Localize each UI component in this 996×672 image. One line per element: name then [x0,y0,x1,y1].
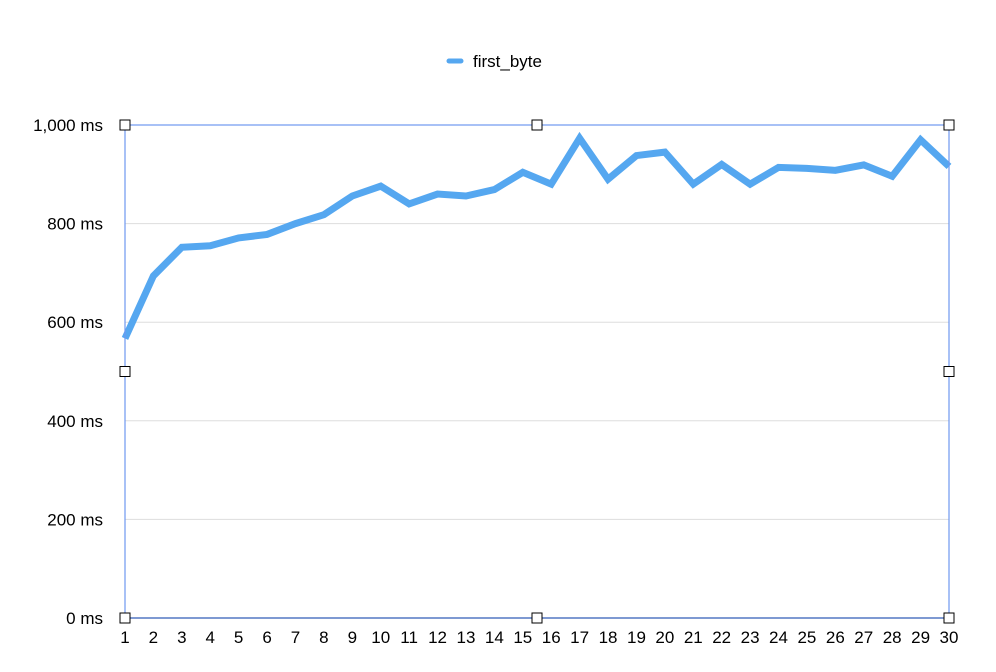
x-tick-label: 4 [206,628,215,647]
y-tick-label: 0 ms [66,609,103,628]
resize-handle[interactable] [531,612,543,624]
x-tick-label: 30 [940,628,959,647]
x-tick-label: 28 [883,628,902,647]
resize-handle[interactable] [943,119,955,131]
x-tick-label: 27 [854,628,873,647]
y-tick-label: 800 ms [47,215,103,234]
x-tick-label: 9 [348,628,357,647]
x-tick-label: 29 [911,628,930,647]
y-tick-label: 200 ms [47,510,103,529]
x-tick-label: 18 [599,628,618,647]
x-tick-label: 12 [428,628,447,647]
x-tick-label: 20 [655,628,674,647]
x-axis-tick-labels: 1 2 3 4 5 6 7 8 9 10 11 12 13 14 15 16 17 18 19 20 21 22 23 24 2… [120,628,958,647]
y-axis-tick-labels: 0 ms 200 ms 400 ms 600 ms 800 ms 1,000 ms [33,116,103,628]
x-tick-label: 21 [684,628,703,647]
resize-handle[interactable] [531,119,543,131]
x-tick-label: 17 [570,628,589,647]
x-tick-label: 23 [741,628,760,647]
x-tick-label: 22 [712,628,731,647]
x-tick-label: 3 [177,628,186,647]
legend: first_byte [446,52,542,71]
x-tick-label: 10 [371,628,390,647]
y-tick-label: 600 ms [47,313,103,332]
x-tick-label: 19 [627,628,646,647]
resize-handle[interactable] [943,366,955,377]
y-tick-label: 1,000 ms [33,116,103,135]
x-tick-label: 7 [291,628,300,647]
selection-border [124,124,950,619]
x-tick-label: 15 [513,628,532,647]
resize-handle[interactable] [943,612,955,624]
x-tick-label: 24 [769,628,788,647]
gridlines [125,124,949,619]
resize-handle[interactable] [119,119,131,131]
resize-handle[interactable] [119,612,131,624]
x-tick-label: 11 [400,628,418,647]
series-line-first-byte [121,131,952,340]
legend-label-first-byte: first_byte [473,52,542,71]
x-tick-label: 25 [797,628,816,647]
x-tick-label: 16 [542,628,561,647]
x-tick-label: 26 [826,628,845,647]
selection-frame[interactable] [119,119,955,624]
x-tick-label: 8 [319,628,328,647]
x-tick-label: 2 [149,628,158,647]
series-layer [121,131,952,340]
x-tick-label: 13 [457,628,476,647]
x-tick-label: 1 [120,628,129,647]
y-tick-label: 400 ms [47,412,103,431]
resize-handle[interactable] [119,366,131,377]
x-tick-label: 14 [485,628,504,647]
x-tick-label: 6 [262,628,271,647]
x-tick-label: 5 [234,628,243,647]
